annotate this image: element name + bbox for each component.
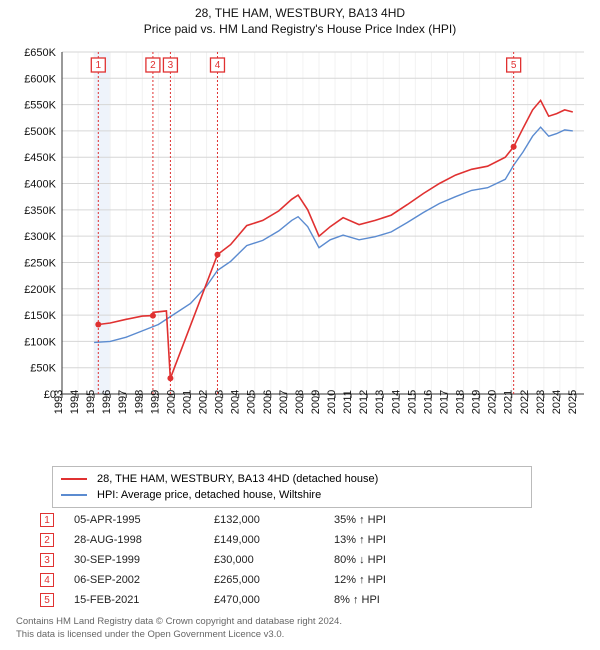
svg-text:2015: 2015 (406, 390, 418, 414)
svg-text:2004: 2004 (230, 390, 242, 414)
svg-text:4: 4 (215, 60, 221, 71)
svg-text:2007: 2007 (278, 390, 290, 414)
sale-date: 28-AUG-1998 (74, 534, 214, 546)
svg-text:1996: 1996 (101, 390, 113, 414)
sale-marker-icon: 2 (40, 533, 54, 547)
svg-text:1997: 1997 (117, 390, 129, 414)
sale-price: £30,000 (214, 554, 334, 566)
svg-text:2023: 2023 (535, 390, 547, 414)
attribution-footer: Contains HM Land Registry data © Crown c… (16, 616, 584, 642)
sale-price: £265,000 (214, 574, 334, 586)
sale-price: £470,000 (214, 594, 334, 606)
svg-text:£450K: £450K (24, 152, 56, 164)
svg-text:£600K: £600K (24, 73, 56, 85)
sale-marker-icon: 1 (40, 513, 54, 527)
svg-text:£200K: £200K (24, 284, 56, 296)
legend-swatch (61, 478, 87, 480)
legend-item-hpi: HPI: Average price, detached house, Wilt… (61, 487, 523, 503)
svg-text:£50K: £50K (30, 363, 56, 375)
svg-text:2003: 2003 (214, 390, 226, 414)
sale-diff: 80% ↓ HPI (334, 554, 444, 566)
sale-row: 5 15-FEB-2021£470,0008% ↑ HPI (40, 590, 560, 610)
svg-text:2016: 2016 (422, 390, 434, 414)
svg-text:1999: 1999 (149, 390, 161, 414)
svg-text:2021: 2021 (503, 390, 515, 414)
svg-text:£350K: £350K (24, 205, 56, 217)
svg-text:2019: 2019 (471, 390, 483, 414)
sale-diff: 8% ↑ HPI (334, 594, 444, 606)
svg-text:£100K: £100K (24, 336, 56, 348)
sale-row: 1 05-APR-1995£132,00035% ↑ HPI (40, 510, 560, 530)
svg-text:2009: 2009 (310, 390, 322, 414)
svg-text:1: 1 (96, 60, 102, 71)
footer-line: This data is licensed under the Open Gov… (16, 629, 284, 640)
svg-text:3: 3 (168, 60, 174, 71)
svg-text:2001: 2001 (181, 390, 193, 414)
svg-text:2022: 2022 (519, 390, 531, 414)
legend-label: 28, THE HAM, WESTBURY, BA13 4HD (detache… (97, 473, 378, 485)
svg-text:2000: 2000 (165, 390, 177, 414)
svg-text:£500K: £500K (24, 126, 56, 138)
sale-marker-icon: 5 (40, 593, 54, 607)
legend-item-subject: 28, THE HAM, WESTBURY, BA13 4HD (detache… (61, 471, 523, 487)
svg-text:2006: 2006 (262, 390, 274, 414)
svg-text:2017: 2017 (438, 390, 450, 414)
svg-text:1998: 1998 (133, 390, 145, 414)
price-chart: £0£50K£100K£150K£200K£250K£300K£350K£400… (10, 44, 590, 460)
svg-text:2005: 2005 (246, 390, 258, 414)
sale-date: 06-SEP-2002 (74, 574, 214, 586)
svg-text:£400K: £400K (24, 179, 56, 191)
sales-table: 1 05-APR-1995£132,00035% ↑ HPI 2 28-AUG-199… (40, 510, 560, 610)
sale-diff: 13% ↑ HPI (334, 534, 444, 546)
sale-marker-icon: 3 (40, 553, 54, 567)
svg-text:£650K: £650K (24, 47, 56, 59)
sale-date: 15-FEB-2021 (74, 594, 214, 606)
svg-text:1993: 1993 (53, 390, 65, 414)
svg-text:5: 5 (511, 60, 517, 71)
page-title: 28, THE HAM, WESTBURY, BA13 4HD (0, 6, 600, 20)
sale-price: £149,000 (214, 534, 334, 546)
sale-diff: 35% ↑ HPI (334, 514, 444, 526)
svg-text:2008: 2008 (294, 390, 306, 414)
svg-text:2002: 2002 (198, 390, 210, 414)
footer-line: Contains HM Land Registry data © Crown c… (16, 616, 342, 627)
svg-text:1995: 1995 (85, 390, 97, 414)
sale-row: 4 06-SEP-2002£265,00012% ↑ HPI (40, 570, 560, 590)
svg-text:2012: 2012 (358, 390, 370, 414)
sale-row: 3 30-SEP-1999£30,00080% ↓ HPI (40, 550, 560, 570)
svg-text:2014: 2014 (390, 390, 402, 414)
svg-text:£250K: £250K (24, 257, 56, 269)
sale-diff: 12% ↑ HPI (334, 574, 444, 586)
svg-text:2010: 2010 (326, 390, 338, 414)
chart-svg: £0£50K£100K£150K£200K£250K£300K£350K£400… (10, 44, 590, 460)
svg-text:2025: 2025 (567, 390, 579, 414)
legend-label: HPI: Average price, detached house, Wilt… (97, 489, 321, 501)
svg-text:2011: 2011 (342, 390, 354, 414)
svg-text:£300K: £300K (24, 231, 56, 243)
sale-price: £132,000 (214, 514, 334, 526)
svg-text:2013: 2013 (374, 390, 386, 414)
svg-text:2018: 2018 (455, 390, 467, 414)
chart-legend: 28, THE HAM, WESTBURY, BA13 4HD (detache… (52, 466, 532, 508)
svg-text:1994: 1994 (69, 390, 81, 414)
svg-text:2024: 2024 (551, 390, 563, 414)
svg-text:£550K: £550K (24, 100, 56, 112)
svg-text:2: 2 (150, 60, 156, 71)
sale-date: 05-APR-1995 (74, 514, 214, 526)
svg-text:2020: 2020 (487, 390, 499, 414)
legend-swatch (61, 494, 87, 496)
page-subtitle: Price paid vs. HM Land Registry's House … (0, 22, 600, 36)
sale-date: 30-SEP-1999 (74, 554, 214, 566)
sale-marker-icon: 4 (40, 573, 54, 587)
svg-text:£150K: £150K (24, 310, 56, 322)
sale-row: 2 28-AUG-1998£149,00013% ↑ HPI (40, 530, 560, 550)
